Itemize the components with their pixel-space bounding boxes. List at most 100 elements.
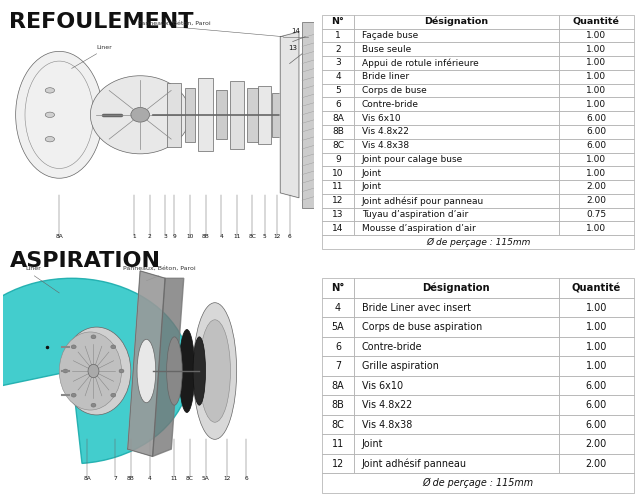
Text: Grille aspiration: Grille aspiration xyxy=(362,361,438,371)
Bar xyxy=(323,278,353,298)
Bar xyxy=(559,125,634,139)
Bar xyxy=(323,56,353,70)
Bar xyxy=(323,208,353,222)
Bar xyxy=(323,15,353,28)
Bar xyxy=(184,88,195,141)
Text: 6: 6 xyxy=(244,476,248,481)
Text: 8C: 8C xyxy=(248,234,256,239)
Text: 4: 4 xyxy=(220,234,223,239)
Bar xyxy=(559,434,634,454)
Bar xyxy=(323,194,353,208)
Bar xyxy=(323,42,353,56)
Circle shape xyxy=(119,369,124,373)
Text: 4: 4 xyxy=(335,72,340,81)
Bar xyxy=(353,357,559,376)
Text: 14: 14 xyxy=(291,28,300,34)
Bar xyxy=(559,376,634,395)
Bar xyxy=(353,337,559,357)
Text: 8C: 8C xyxy=(186,476,194,481)
Bar xyxy=(323,298,353,317)
Text: 1: 1 xyxy=(335,31,341,40)
Bar xyxy=(353,434,559,454)
Text: 1.00: 1.00 xyxy=(586,31,606,40)
Text: Vis 4.8x38: Vis 4.8x38 xyxy=(362,420,412,430)
Circle shape xyxy=(71,345,76,349)
Text: Liner: Liner xyxy=(25,266,41,271)
Bar xyxy=(559,454,634,474)
Text: Joint: Joint xyxy=(362,169,382,178)
Bar xyxy=(323,376,353,395)
Text: Corps de buse aspiration: Corps de buse aspiration xyxy=(362,322,482,332)
Text: 1.00: 1.00 xyxy=(586,342,607,352)
Text: N°: N° xyxy=(332,283,344,293)
Text: 2.00: 2.00 xyxy=(586,439,607,449)
Ellipse shape xyxy=(199,320,230,422)
Text: 1.00: 1.00 xyxy=(586,45,606,54)
Bar xyxy=(353,180,559,194)
Bar xyxy=(353,70,559,84)
Bar xyxy=(323,180,353,194)
Bar xyxy=(559,28,634,42)
Ellipse shape xyxy=(193,303,237,439)
Text: 3: 3 xyxy=(335,58,341,67)
Bar xyxy=(559,317,634,337)
Bar xyxy=(559,222,634,235)
Text: 1.00: 1.00 xyxy=(586,86,606,95)
Bar xyxy=(353,376,559,395)
Circle shape xyxy=(71,393,76,397)
Ellipse shape xyxy=(88,365,99,377)
Text: 9: 9 xyxy=(335,155,341,164)
Text: 8B: 8B xyxy=(332,127,344,136)
Text: 5: 5 xyxy=(335,86,341,95)
Text: 0.75: 0.75 xyxy=(586,210,606,219)
Text: 1.00: 1.00 xyxy=(586,361,607,371)
Bar xyxy=(323,28,353,42)
Bar xyxy=(353,28,559,42)
Bar xyxy=(353,166,559,180)
Circle shape xyxy=(63,369,68,373)
Text: N°: N° xyxy=(332,17,344,26)
Ellipse shape xyxy=(62,327,131,415)
Circle shape xyxy=(91,403,96,407)
Text: 8A: 8A xyxy=(332,380,344,390)
Text: 10: 10 xyxy=(332,169,344,178)
Bar xyxy=(323,337,353,357)
Bar xyxy=(353,125,559,139)
Circle shape xyxy=(111,393,116,397)
Text: 8B: 8B xyxy=(202,234,209,239)
Text: 8B: 8B xyxy=(332,400,344,410)
Text: 11: 11 xyxy=(171,476,178,481)
Bar xyxy=(302,22,314,208)
Text: Appui de rotule inférieure: Appui de rotule inférieure xyxy=(362,58,479,68)
Ellipse shape xyxy=(179,330,195,412)
Bar xyxy=(353,317,559,337)
Bar xyxy=(323,111,353,125)
Text: Vis 4.8x22: Vis 4.8x22 xyxy=(362,400,412,410)
Bar xyxy=(559,337,634,357)
Bar xyxy=(559,98,634,111)
Bar xyxy=(353,98,559,111)
Text: 1.00: 1.00 xyxy=(586,303,607,313)
Bar xyxy=(230,81,244,149)
Bar xyxy=(323,317,353,337)
Bar xyxy=(353,222,559,235)
Bar xyxy=(323,70,353,84)
Text: 12: 12 xyxy=(223,476,231,481)
Text: Quantité: Quantité xyxy=(572,283,621,293)
Text: Joint: Joint xyxy=(362,439,383,449)
Bar xyxy=(559,357,634,376)
Text: 1.00: 1.00 xyxy=(586,169,606,178)
Text: Contre-bride: Contre-bride xyxy=(362,100,419,109)
Bar xyxy=(323,152,353,166)
Text: Panneaux, Béton, Paroi: Panneaux, Béton, Paroi xyxy=(138,20,211,25)
Bar xyxy=(323,235,634,249)
Bar xyxy=(216,91,227,139)
Text: Ø de perçage : 115mm: Ø de perçage : 115mm xyxy=(426,238,530,247)
Bar xyxy=(559,166,634,180)
Text: 2.00: 2.00 xyxy=(586,196,606,205)
Bar xyxy=(353,84,559,98)
Text: 2.00: 2.00 xyxy=(586,182,606,192)
Bar xyxy=(273,93,282,137)
Bar xyxy=(198,78,213,151)
Bar xyxy=(559,84,634,98)
